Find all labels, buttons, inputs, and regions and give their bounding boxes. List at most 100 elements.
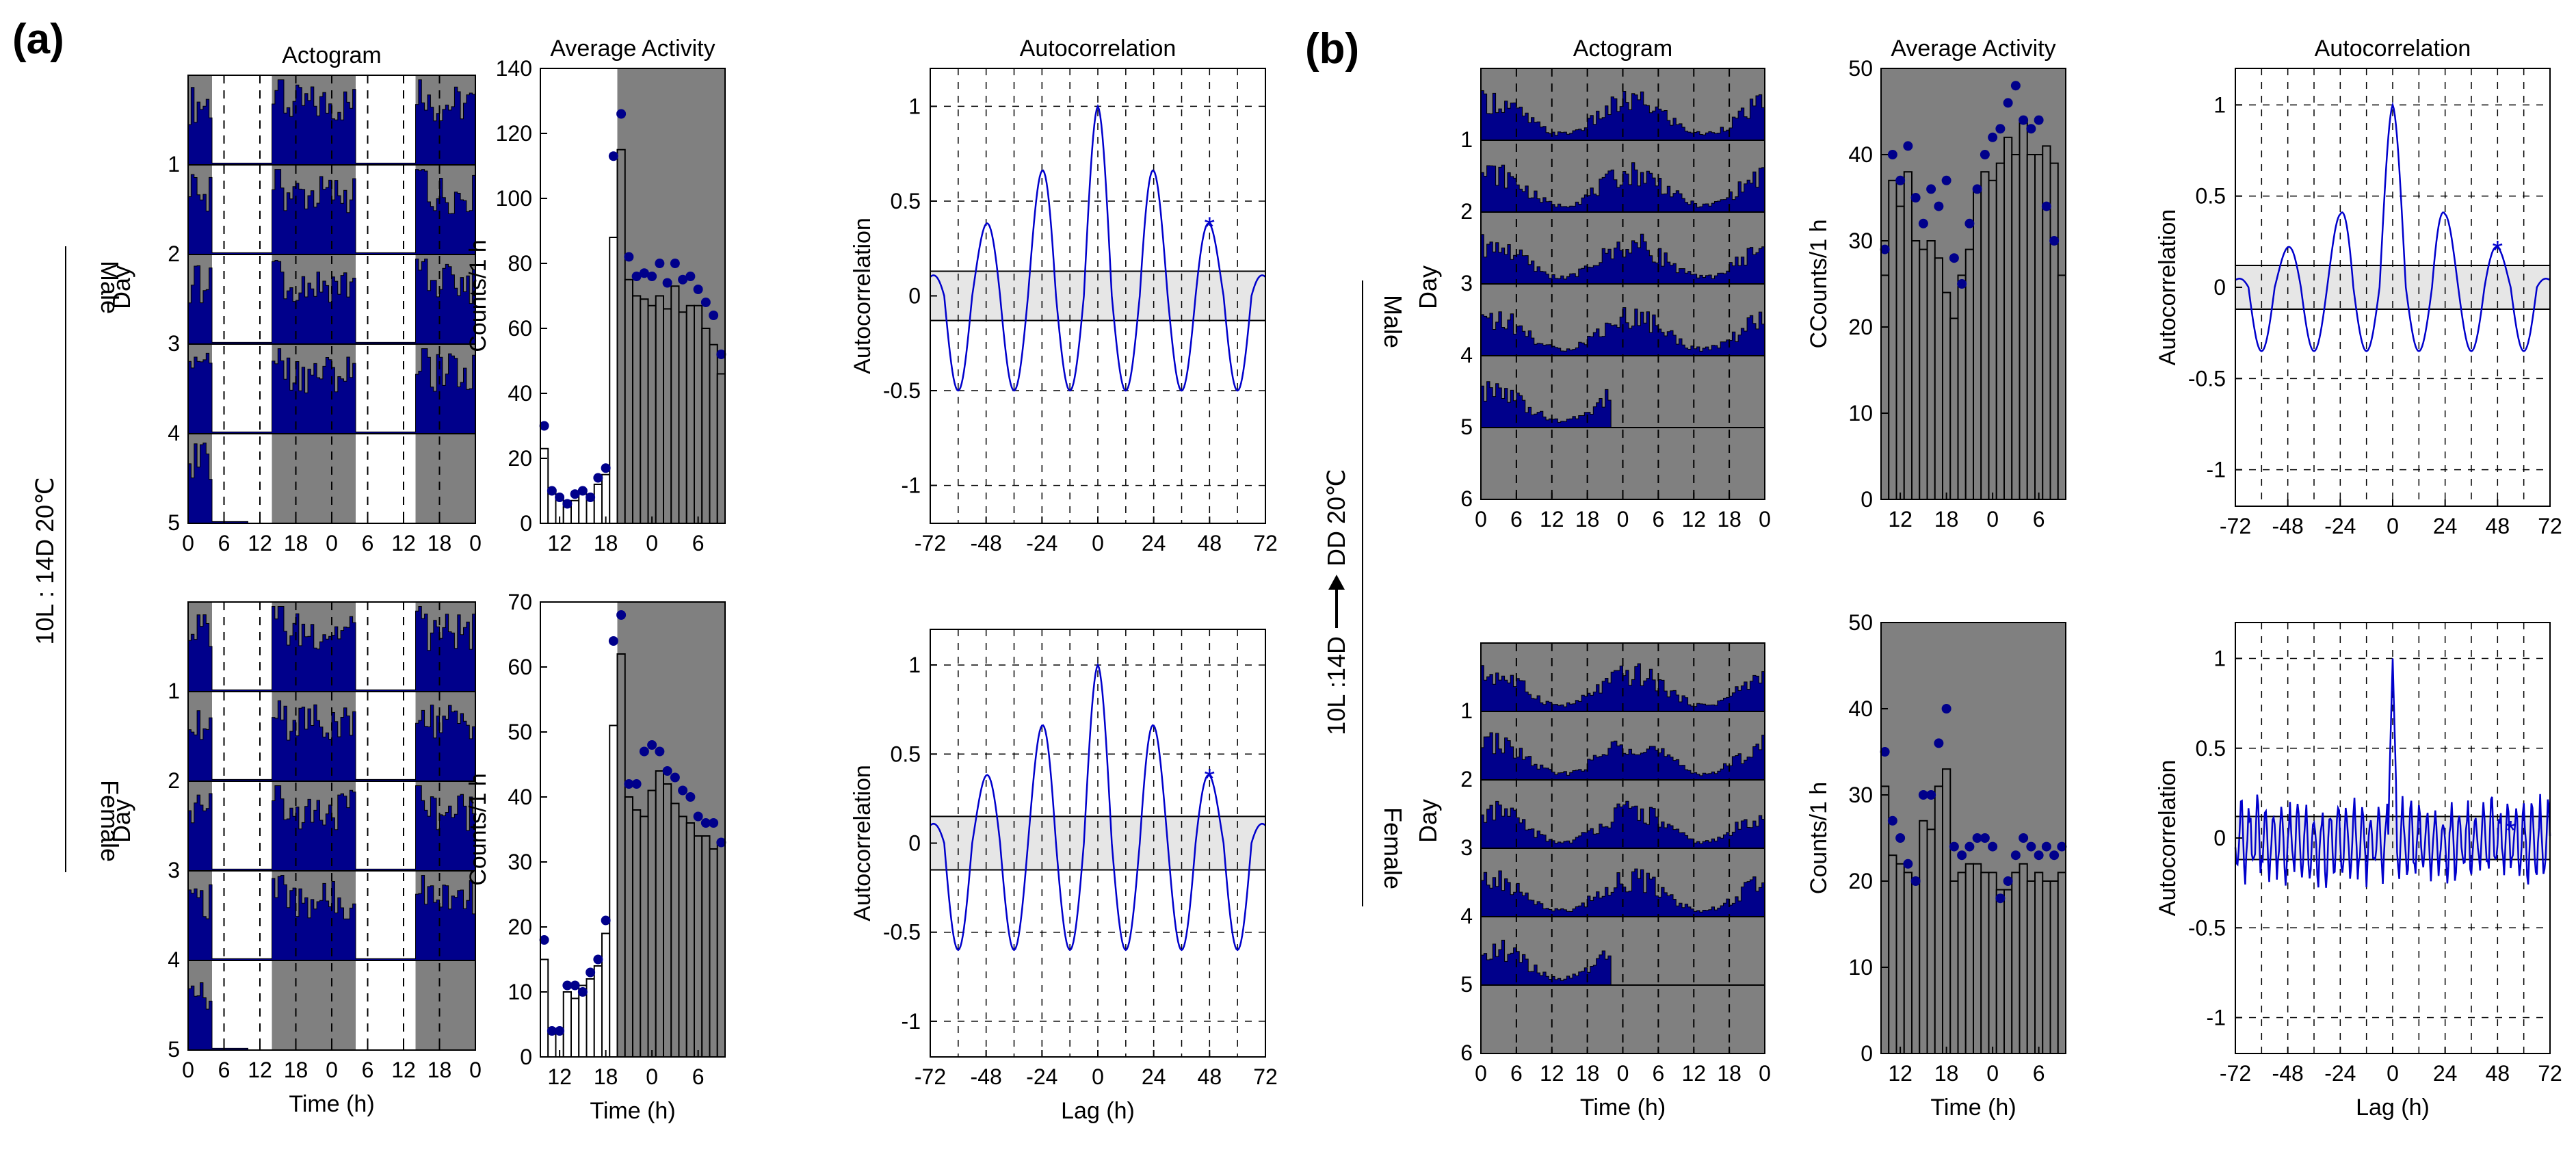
a-male-average-dot-5 <box>685 272 696 281</box>
a-male-average-bar-5 <box>685 304 695 524</box>
b-male-average-bar-12 <box>1895 205 1905 500</box>
b-female-average-bar-23 <box>1980 872 1990 1055</box>
a-male-actogram-day-label: 3 <box>168 331 180 356</box>
b-female-acf-y-tick-label: -1 <box>2207 1006 2226 1030</box>
b-female-average-y-tick-label: 20 <box>1848 869 1873 893</box>
b-female-average-bar-20 <box>1957 872 1967 1055</box>
b-female-average-bar-9 <box>2057 872 2066 1055</box>
a-male-average-dot-18 <box>601 463 611 473</box>
a-male-average-bar-7 <box>701 328 711 524</box>
b-male-average-bar-3 <box>2011 154 2021 500</box>
a-male-actogram-x-tick-label: 18 <box>428 531 452 555</box>
b-female-acf-peak-marker: * <box>2506 815 2516 846</box>
b-male-average-y-tick-label: 40 <box>1848 142 1873 167</box>
a-male-average-dot-12 <box>555 493 565 502</box>
a-female-average-bar-2 <box>663 783 672 1058</box>
b-male-average-bar-11 <box>1888 179 1897 500</box>
b-female-acf-y-tick-label: -0.5 <box>2188 915 2226 940</box>
a-female-actogram-x-tick-label: 0 <box>182 1058 194 1082</box>
b-male-actogram-day-label: 6 <box>1460 486 1473 511</box>
b-female-average-bar-21 <box>1964 863 1974 1055</box>
b-male-average-dot-4 <box>2019 115 2029 125</box>
a-male-average-bar-4 <box>678 311 687 524</box>
b-male-average-dot-22 <box>1972 184 1982 194</box>
b-male-average-bar-18 <box>1942 291 1951 500</box>
a-female-average-bar-4 <box>678 815 687 1058</box>
a-male-average-dot-23 <box>639 268 649 278</box>
a-male-actogram-x-tick-label: 6 <box>362 531 374 555</box>
a-female-actogram-day-label: 2 <box>168 768 180 793</box>
a-female-acf-x-tick-label: 24 <box>1142 1064 1166 1089</box>
condition-label-b-text: 10L :14D <box>1322 636 1350 735</box>
b-female-average-dot-14 <box>1910 876 1921 886</box>
b-male-acf-x-tick-label: 0 <box>2387 514 2399 538</box>
a-male-average-y-tick-label: 60 <box>508 316 532 341</box>
a-male-actogram-x-tick-label: 12 <box>391 531 416 555</box>
a-male-average-bar-13 <box>562 506 572 524</box>
b-female-average-x-tick-label: 0 <box>1986 1061 1999 1086</box>
b-female-average-frame <box>1880 622 2066 1054</box>
b-female-average-ylabel: Counts/1 h <box>1806 782 1832 894</box>
a-male-average-y-tick-label: 0 <box>520 511 532 536</box>
a-male-actogram-x-tick-label: 0 <box>182 531 194 555</box>
a-female-actogram-xlabel: Time (h) <box>289 1091 374 1117</box>
b-female-actogram-x-tick-label: 18 <box>1717 1061 1742 1086</box>
a-female-average-bar-0 <box>647 789 657 1058</box>
b-female-average-bar-17 <box>1934 785 1943 1055</box>
a-male-acf-title: Autocorrelation <box>1020 36 1177 62</box>
b-female-average-bar-14 <box>1911 880 1921 1054</box>
a-female-average-y-tick-label: 60 <box>508 655 532 679</box>
b-female-average-bar-12 <box>1895 863 1905 1055</box>
a-male-average-x-tick-label: 6 <box>692 531 705 555</box>
b-male-acf-y-tick-label: 1 <box>2213 92 2226 117</box>
a-male-average-dot-10 <box>539 421 549 431</box>
a-female-average-dot-19 <box>608 636 618 646</box>
b-female-actogram-day-label: 6 <box>1460 1040 1473 1065</box>
b-female-actogram-x-tick-label: 18 <box>1575 1061 1600 1086</box>
a-male-average-dot-19 <box>608 151 618 161</box>
b-male-average-x-tick-label: 0 <box>1986 507 1999 532</box>
b-female-average-bar-16 <box>1926 828 1936 1055</box>
a-male-average-dot-0 <box>647 272 657 281</box>
a-female-average-dot-16 <box>586 967 596 978</box>
a-female-acf-xlabel: Lag (h) <box>1061 1098 1135 1124</box>
a-female-average-dot-21 <box>624 779 634 789</box>
b-female-actogram-activity-day-1 <box>1480 663 1765 712</box>
b-male-actogram-x-tick-label: 0 <box>1617 507 1629 532</box>
b-female-average-dot-9 <box>2057 841 2067 852</box>
a-female-average-dot-23 <box>639 746 649 757</box>
b-male-average-bar-6 <box>2034 154 2044 500</box>
b-male-acf-x-tick-label: 48 <box>2486 514 2510 538</box>
a-male-acf-x-tick-label: -72 <box>915 531 946 555</box>
a-female-acf-ylabel: Autocorrelation <box>850 765 876 921</box>
b-female-average-dot-17 <box>1934 738 1944 748</box>
b-male-average-dot-12 <box>1895 175 1906 185</box>
b-female-average-dot-5 <box>2026 841 2036 852</box>
b-male-average-dot-17 <box>1934 201 1944 211</box>
b-male-average-y-tick-label: 0 <box>1861 487 1873 512</box>
b-male-average-bar-17 <box>1934 257 1943 500</box>
b-female-average-dot-20 <box>1957 850 1967 861</box>
b-male-average-y-tick-label: 20 <box>1848 315 1873 339</box>
a-male-actogram-title: Actogram <box>282 42 382 68</box>
a-female-average-dot-3 <box>670 772 680 783</box>
a-male-average-bar-2 <box>663 308 672 524</box>
row-unit-a-female: Day <box>107 799 135 843</box>
a-male-acf-x-tick-label: 0 <box>1092 531 1104 555</box>
a-male-average-bar-22 <box>632 295 642 524</box>
b-male-average-x-tick-label: 18 <box>1934 507 1959 532</box>
a-male-average-dot-13 <box>562 499 573 509</box>
a-female-average-dot-9 <box>716 837 726 848</box>
b-male-average-dot-16 <box>1926 184 1936 194</box>
a-male-average-dot-17 <box>593 473 603 483</box>
condition-label-b: 10L :14D DD 20℃ <box>1322 469 1350 735</box>
a-male-actogram-dark-band <box>272 434 332 523</box>
b-male-average-bar-19 <box>1949 317 1959 500</box>
a-female-average-bar-9 <box>716 841 726 1058</box>
b-male-actogram-day-label: 2 <box>1460 199 1473 224</box>
b-male-average-y-tick-label: 30 <box>1848 228 1873 253</box>
a-male-acf-ylabel: Autocorrelation <box>850 218 876 374</box>
a-male-average-bar-18 <box>601 473 611 524</box>
b-female-average-dot-0 <box>1988 841 1998 852</box>
a-female-average-bar-23 <box>640 815 649 1058</box>
